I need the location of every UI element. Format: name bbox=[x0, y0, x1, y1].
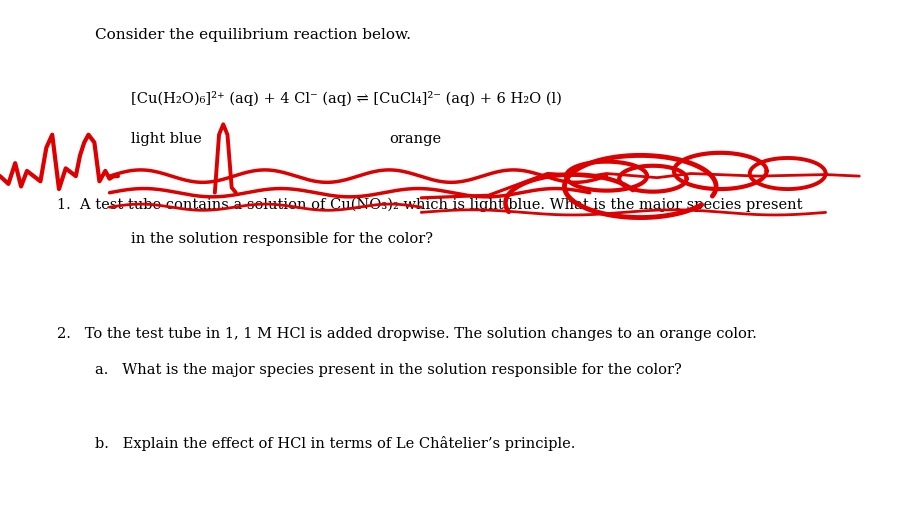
Text: [Cu(H₂O)₆]²⁺ (aq) + 4 Cl⁻ (aq) ⇌ [CuCl₄]²⁻ (aq) + 6 H₂O (l): [Cu(H₂O)₆]²⁺ (aq) + 4 Cl⁻ (aq) ⇌ [CuCl₄]… bbox=[131, 91, 561, 106]
Text: orange: orange bbox=[389, 132, 442, 146]
Text: b.   Explain the effect of HCl in terms of Le Châtelier’s principle.: b. Explain the effect of HCl in terms of… bbox=[95, 436, 575, 451]
Text: in the solution responsible for the color?: in the solution responsible for the colo… bbox=[131, 232, 432, 246]
Text: a.   What is the major species present in the solution responsible for the color: a. What is the major species present in … bbox=[95, 363, 682, 377]
Text: 2.   To the test tube in 1, 1 M HCl is added dropwise. The solution changes to a: 2. To the test tube in 1, 1 M HCl is add… bbox=[57, 327, 757, 341]
Text: light blue: light blue bbox=[131, 132, 201, 146]
Text: Consider the equilibrium reaction below.: Consider the equilibrium reaction below. bbox=[95, 28, 411, 42]
Text: 1.  A test tube contains a solution of Cu(NO₃)₂ which is light blue. What is the: 1. A test tube contains a solution of Cu… bbox=[57, 198, 803, 212]
